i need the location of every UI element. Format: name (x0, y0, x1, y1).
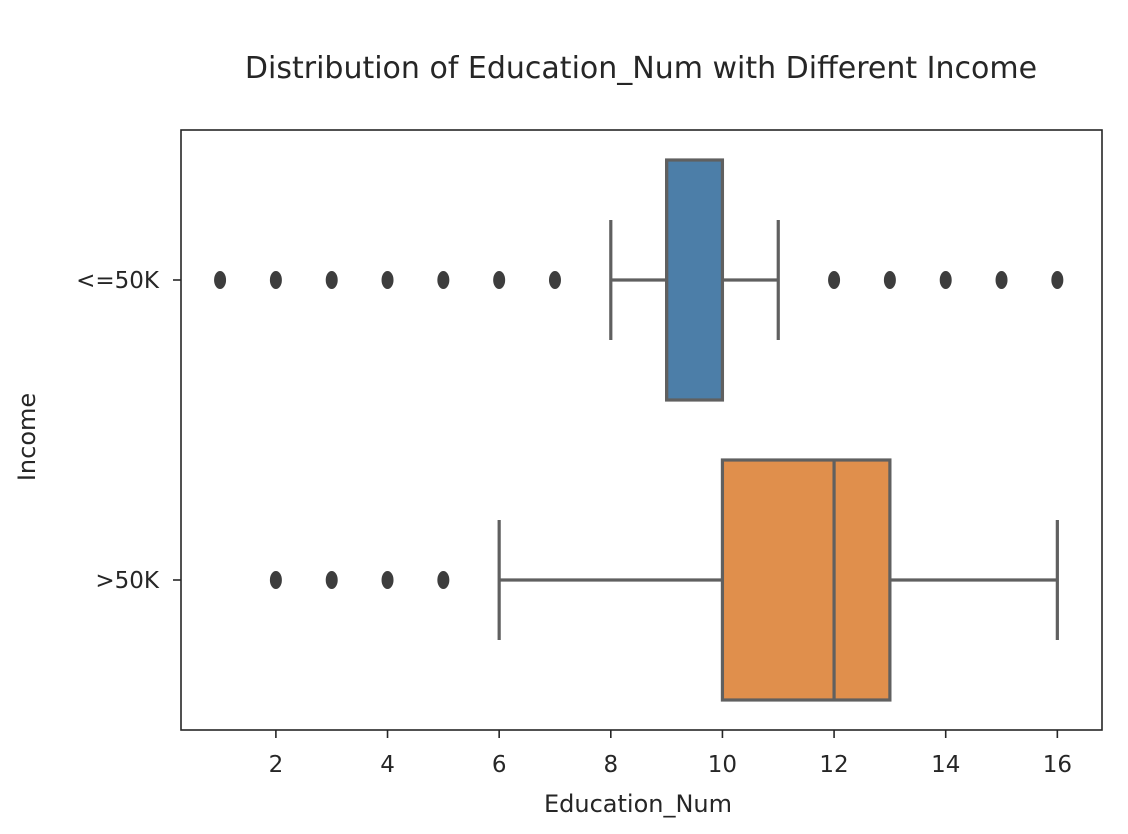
box-gt50k (720, 458, 892, 702)
x-tick-label: 2 (269, 752, 284, 778)
x-tick-label: 14 (931, 752, 960, 778)
y-tick-label: >50K (95, 568, 160, 594)
outlier-point-le50k (214, 271, 227, 289)
outlier-point-le50k (381, 271, 394, 289)
x-axis-label: Education_Num (544, 790, 732, 818)
x-tick-label: 6 (492, 752, 507, 778)
outlier-point-le50k (995, 271, 1008, 289)
x-tick-label: 4 (380, 752, 395, 778)
chart-title: Distribution of Education_Num with Diffe… (245, 51, 1037, 86)
boxes-layer (497, 158, 1059, 702)
outlier-point-le50k (437, 271, 450, 289)
outlier-point-gt50k (381, 571, 394, 589)
outliers-layer (214, 271, 1064, 589)
x-tick-label: 12 (819, 752, 848, 778)
x-tick-label: 16 (1043, 752, 1072, 778)
outlier-point-le50k (269, 271, 282, 289)
y-axis-label: Income (13, 393, 41, 481)
outlier-point-le50k (548, 271, 561, 289)
outlier-point-gt50k (437, 571, 450, 589)
y-axis-ticks: <=50K >50K (76, 268, 181, 594)
outlier-point-le50k (939, 271, 952, 289)
outlier-point-gt50k (325, 571, 338, 589)
y-tick-label: <=50K (76, 268, 160, 294)
x-tick-label: 10 (708, 752, 737, 778)
plot-area-frame (180, 129, 1103, 731)
outlier-point-le50k (1051, 271, 1064, 289)
outlier-point-le50k (493, 271, 506, 289)
outlier-point-le50k (325, 271, 338, 289)
x-tick-label: 8 (603, 752, 618, 778)
outlier-point-le50k (828, 271, 841, 289)
outlier-point-gt50k (269, 571, 282, 589)
outlier-point-le50k (883, 271, 896, 289)
x-axis-ticks: 2 4 6 8 10 12 14 16 (269, 730, 1072, 778)
box-le50k (665, 158, 725, 402)
